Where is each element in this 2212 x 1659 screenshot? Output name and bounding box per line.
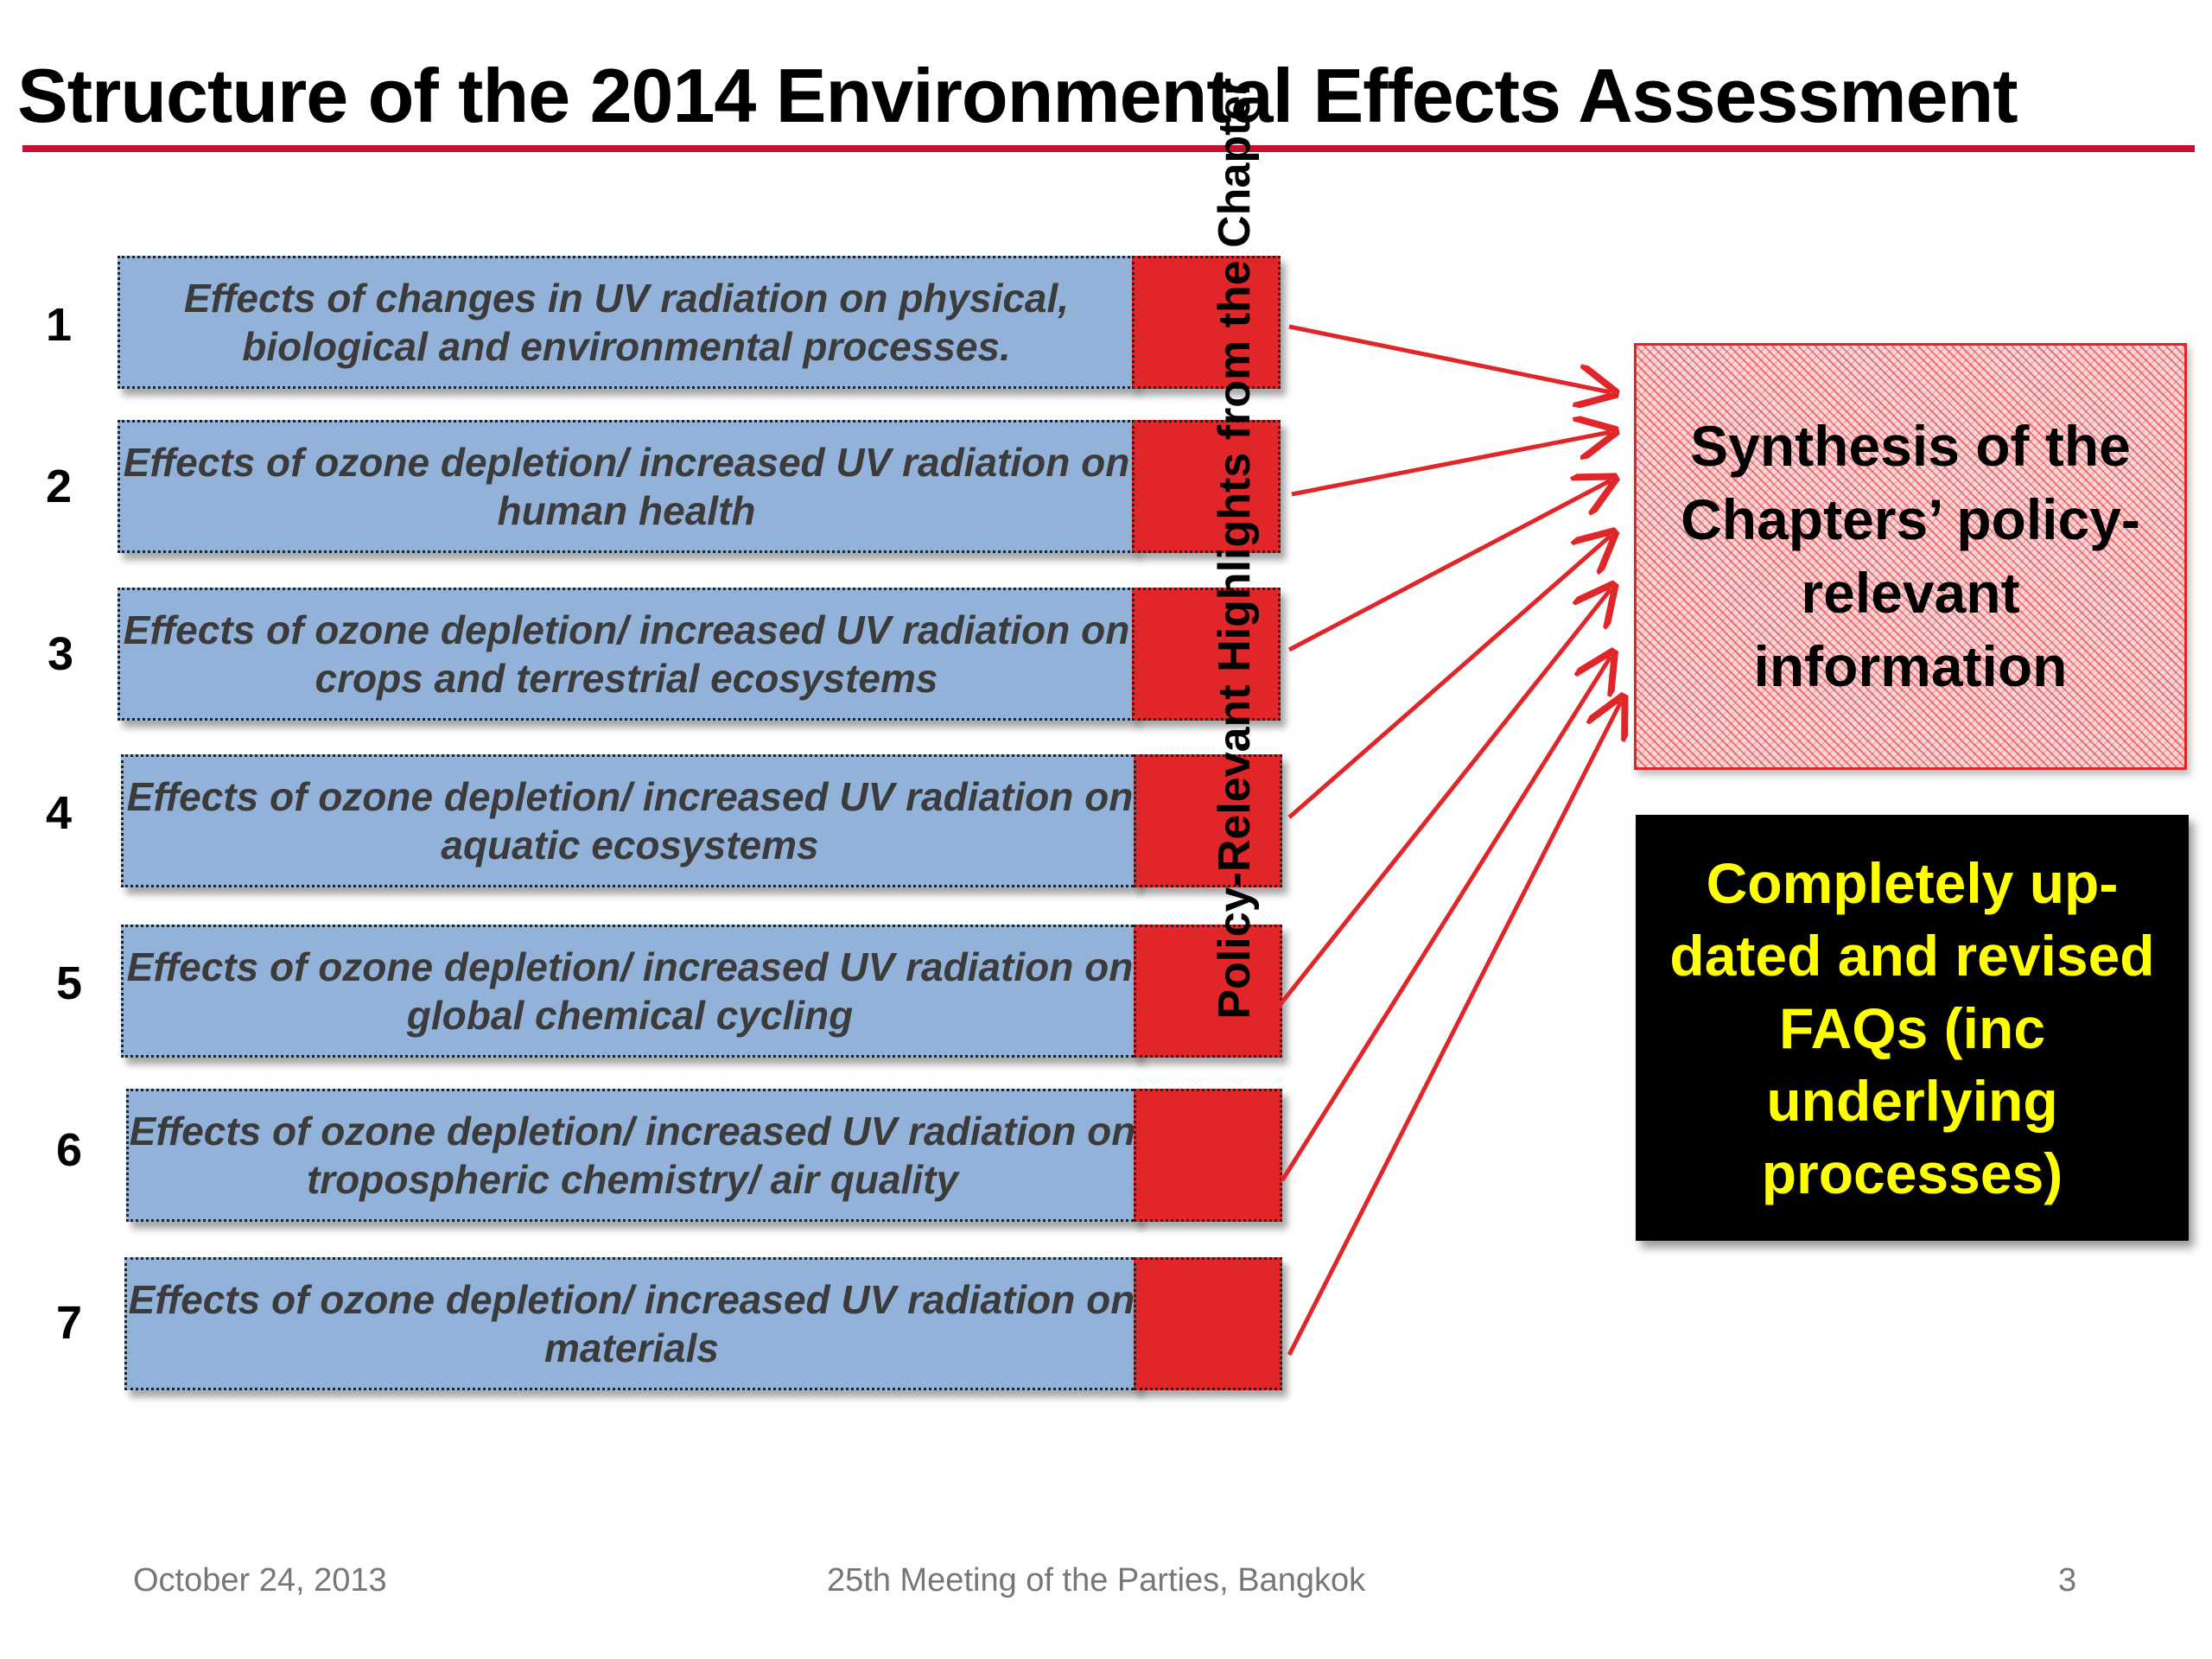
chapter-text-1: Effects of changes in UV radiation on ph… xyxy=(183,276,1070,369)
chapter-text-3: Effects of ozone depletion/ increased UV… xyxy=(123,607,1130,701)
highlight-cell-5 xyxy=(1134,925,1282,1058)
highlight-cell-2 xyxy=(1132,420,1281,553)
chapter-text-4: Effects of ozone depletion/ increased UV… xyxy=(126,774,1134,868)
highlight-cell-1 xyxy=(1132,256,1281,389)
chapter-box-3: Effects of ozone depletion/ increased UV… xyxy=(118,588,1135,721)
faq-box: Completely up-dated and revised FAQs (in… xyxy=(1636,815,2189,1241)
chapter-box-1: Effects of changes in UV radiation on ph… xyxy=(118,256,1135,389)
highlight-cell-7 xyxy=(1134,1257,1282,1390)
arrow-2 xyxy=(1291,432,1611,497)
slide-title: Structure of the 2014 Environmental Effe… xyxy=(17,53,2018,138)
arrow-5 xyxy=(1255,589,1611,1035)
chapter-box-4: Effects of ozone depletion/ increased UV… xyxy=(121,754,1139,887)
arrow-1 xyxy=(1288,324,1611,392)
chapter-text-6: Effects of ozone depletion/ increased UV… xyxy=(129,1109,1136,1202)
chapter-box-7: Effects of ozone depletion/ increased UV… xyxy=(124,1257,1139,1390)
chapter-number-2: 2 xyxy=(45,461,73,512)
footer-date: October 24, 2013 xyxy=(133,1562,387,1599)
arrow-3 xyxy=(1287,480,1611,652)
chapter-text-7: Effects of ozone depletion/ increased UV… xyxy=(128,1277,1135,1370)
chapter-box-5: Effects of ozone depletion/ increased UV… xyxy=(121,925,1139,1058)
highlight-cell-6 xyxy=(1134,1089,1282,1222)
footer-page-number: 3 xyxy=(2058,1562,2077,1599)
footer-meeting: 25th Meeting of the Parties, Bangkok xyxy=(827,1562,1366,1599)
chapter-box-6: Effects of ozone depletion/ increased UV… xyxy=(126,1089,1139,1222)
synthesis-box: Synthesis of the Chapters’ policy-releva… xyxy=(1634,343,2187,770)
arrow-6 xyxy=(1280,657,1611,1182)
arrow-4 xyxy=(1287,536,1611,819)
chapter-box-2: Effects of ozone depletion/ increased UV… xyxy=(118,420,1135,553)
arrow-7 xyxy=(1287,702,1621,1357)
chapter-number-7: 7 xyxy=(55,1297,83,1349)
highlight-cell-3 xyxy=(1132,588,1281,721)
highlight-cell-4 xyxy=(1134,754,1282,887)
chapter-number-1: 1 xyxy=(45,299,73,351)
chapter-number-5: 5 xyxy=(55,957,83,1009)
chapter-number-3: 3 xyxy=(47,628,74,680)
chapter-text-5: Effects of ozone depletion/ increased UV… xyxy=(126,944,1134,1038)
chapter-number-4: 4 xyxy=(45,787,73,839)
title-underline xyxy=(22,145,2195,152)
chapter-number-6: 6 xyxy=(55,1124,83,1176)
faq-text: Completely up-dated and revised FAQs (in… xyxy=(1669,850,2155,1205)
synthesis-text: Synthesis of the Chapters’ policy-releva… xyxy=(1681,414,2140,698)
chapter-text-2: Effects of ozone depletion/ increased UV… xyxy=(123,440,1130,533)
